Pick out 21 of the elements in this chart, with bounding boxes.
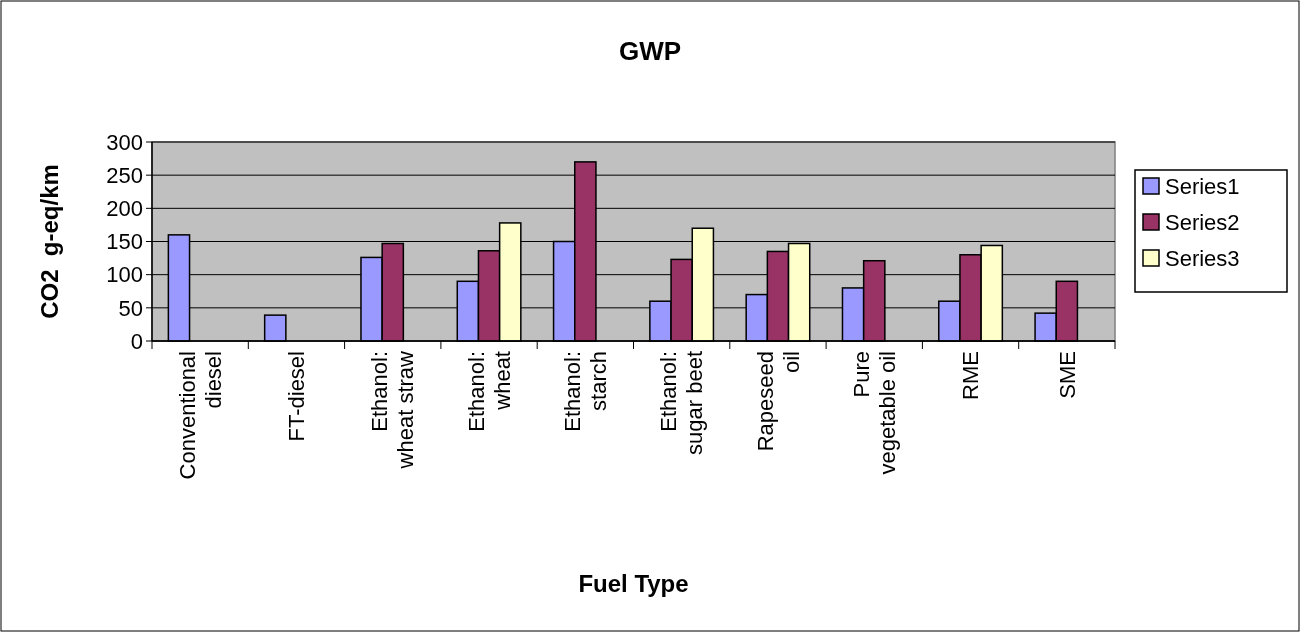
legend-label: Series2 <box>1165 209 1240 235</box>
y-tick-label: 0 <box>130 328 143 354</box>
x-tick-label: Ethanol: starch <box>560 351 612 432</box>
legend-label: Series3 <box>1165 245 1240 271</box>
x-tick-label: FT-diesel <box>284 351 310 442</box>
y-tick-label: 250 <box>106 162 143 188</box>
x-tick-label: Ethanol: wheat straw <box>367 350 419 470</box>
y-tick-label: 300 <box>106 129 143 155</box>
x-tick-label: Conventional diesel <box>174 351 226 480</box>
x-axis-title: Fuel Type <box>578 570 689 597</box>
x-tick-label: Ethanol: wheat <box>463 351 515 432</box>
x-tick-label: Rapeseed oil <box>752 351 804 452</box>
y-tick-label: 100 <box>106 262 143 288</box>
x-tick-label: SME <box>1054 351 1080 399</box>
y-axis-title: CO2 g-eq/km <box>36 164 63 319</box>
y-tick-label: 50 <box>118 295 143 321</box>
x-tick-label: RME <box>958 351 984 400</box>
legend-label: Series1 <box>1165 173 1240 199</box>
chart-title: GWP <box>618 36 682 66</box>
y-tick-label: 150 <box>106 229 143 255</box>
y-tick-label: 200 <box>106 196 143 222</box>
